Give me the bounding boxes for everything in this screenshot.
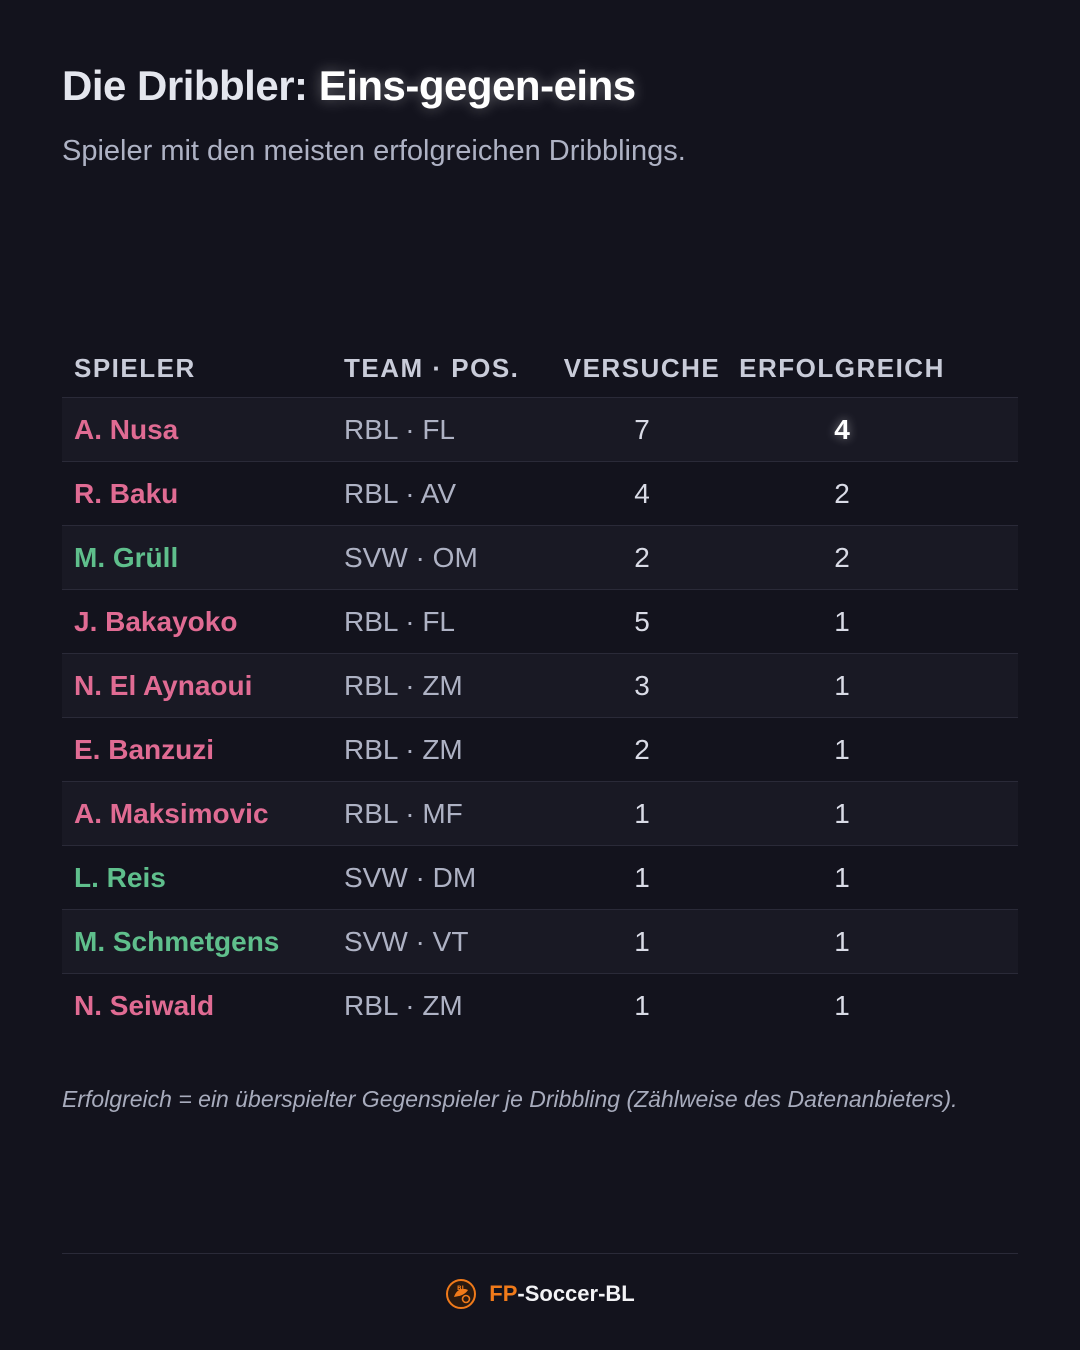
dribbling-table: SPIELER TEAM · POS. VERSUCHE ERFOLGREICH… — [62, 340, 1018, 1037]
table-row: N. El Aynaoui RBL · ZM 3 1 — [62, 654, 1018, 718]
brand-suffix: -Soccer-BL — [517, 1281, 635, 1306]
player-name: L. Reis — [74, 861, 166, 893]
player-name: J. Bakayoko — [74, 605, 238, 637]
team-position: RBL · ZM — [344, 733, 463, 765]
player-name: A. Nusa — [74, 413, 179, 445]
team-position: SVW · VT — [344, 925, 469, 957]
successful-value: 4 — [834, 413, 850, 445]
table-row: A. Nusa RBL · FL 7 4 — [62, 398, 1018, 462]
svg-text:BL: BL — [457, 1285, 466, 1292]
attempts-value: 3 — [634, 669, 650, 701]
team-position: RBL · ZM — [344, 989, 463, 1021]
title-prefix: Die Dribbler: — [62, 62, 319, 109]
attempts-value: 1 — [634, 989, 650, 1021]
table-row: L. Reis SVW · DM 1 1 — [62, 846, 1018, 910]
successful-value: 1 — [834, 989, 850, 1021]
table-row: A. Maksimovic RBL · MF 1 1 — [62, 782, 1018, 846]
attempts-value: 2 — [634, 733, 650, 765]
player-name: R. Baku — [74, 477, 179, 509]
brand-name: FP-Soccer-BL — [489, 1281, 634, 1307]
successful-value: 2 — [834, 477, 850, 509]
table-body: A. Nusa RBL · FL 7 4 R. Baku RBL · AV 4 2 M. Grü… — [62, 398, 1018, 1037]
page-title: Die Dribbler: Eins-gegen-eins — [62, 62, 636, 110]
successful-value: 2 — [834, 541, 850, 573]
page-subtitle: Spieler mit den meisten erfolgreichen Dr… — [62, 135, 686, 167]
team-position: RBL · FL — [344, 413, 455, 445]
successful-value: 1 — [834, 669, 850, 701]
column-header-attempts: VERSUCHE — [563, 353, 721, 383]
attempts-value: 4 — [634, 477, 650, 509]
table-row: R. Baku RBL · AV 4 2 — [62, 462, 1018, 526]
footer-divider — [62, 1253, 1018, 1254]
table-row: N. Seiwald RBL · ZM 1 1 — [62, 974, 1018, 1037]
attempts-value: 1 — [634, 861, 650, 893]
brand-footer: BL FP-Soccer-BL — [0, 1278, 1080, 1310]
successful-value: 1 — [834, 861, 850, 893]
player-name: A. Maksimovic — [74, 797, 269, 829]
title-highlight: Eins-gegen-eins — [318, 62, 636, 109]
brand-prefix: FP — [489, 1281, 518, 1306]
team-position: RBL · AV — [344, 477, 457, 509]
player-name: E. Banzuzi — [74, 733, 215, 765]
attempts-value: 7 — [634, 413, 650, 445]
successful-value: 1 — [834, 797, 850, 829]
team-position: RBL · ZM — [344, 669, 463, 701]
player-name: N. Seiwald — [74, 989, 215, 1021]
column-header-player: SPIELER — [74, 353, 196, 383]
team-position: SVW · OM — [344, 541, 478, 573]
attempts-value: 5 — [634, 605, 650, 637]
column-header-team-pos: TEAM · POS. — [344, 353, 520, 383]
team-position: RBL · MF — [344, 797, 463, 829]
table-header: SPIELER TEAM · POS. VERSUCHE ERFOLGREICH — [62, 340, 1018, 398]
table-row: E. Banzuzi RBL · ZM 2 1 — [62, 718, 1018, 782]
successful-value: 1 — [834, 733, 850, 765]
successful-value: 1 — [834, 605, 850, 637]
attempts-value: 2 — [634, 541, 650, 573]
player-name: N. El Aynaoui — [74, 669, 253, 701]
team-position: SVW · DM — [344, 861, 477, 893]
player-name: M. Schmetgens — [74, 925, 280, 957]
successful-value: 1 — [834, 925, 850, 957]
player-name: M. Grüll — [74, 541, 179, 573]
column-header-successful: ERFOLGREICH — [739, 353, 945, 383]
table-row: J. Bakayoko RBL · FL 5 1 — [62, 590, 1018, 654]
fp-soccer-bl-logo-icon: BL — [446, 1279, 477, 1309]
table-row: M. Schmetgens SVW · VT 1 1 — [62, 910, 1018, 974]
attempts-value: 1 — [634, 925, 650, 957]
attempts-value: 1 — [634, 797, 650, 829]
footnote: Erfolgreich = ein überspielter Gegenspie… — [62, 1086, 958, 1112]
team-position: RBL · FL — [344, 605, 455, 637]
table-row: M. Grüll SVW · OM 2 2 — [62, 526, 1018, 590]
